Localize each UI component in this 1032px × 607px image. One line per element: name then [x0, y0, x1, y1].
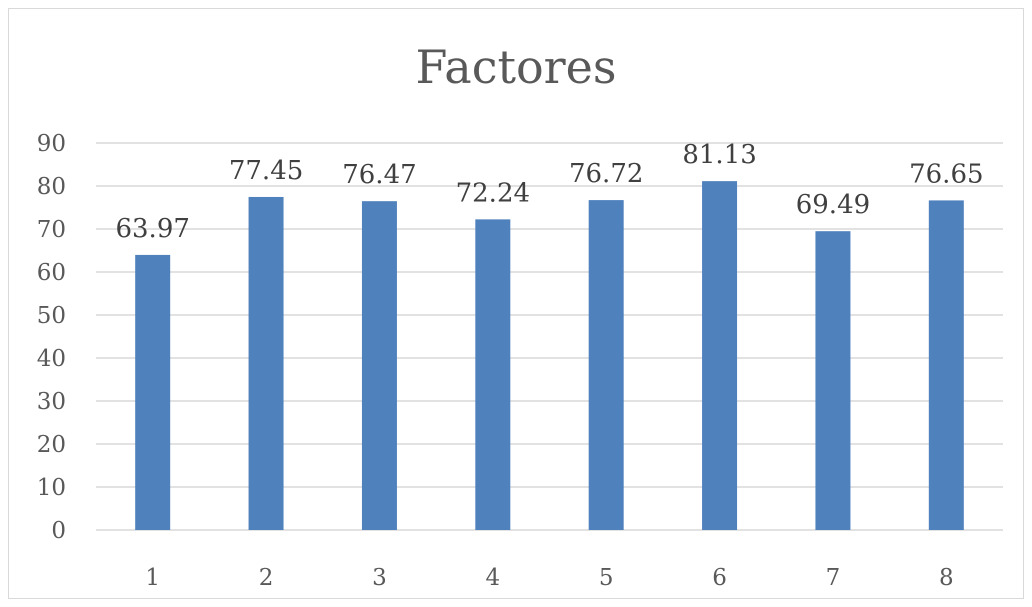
- bar: [702, 181, 738, 531]
- y-tick-label: 80: [37, 174, 66, 200]
- bar: [135, 254, 171, 530]
- bar: [588, 200, 624, 530]
- bar: [815, 231, 851, 530]
- y-tick-label: 40: [37, 346, 66, 372]
- x-tick-label: 7: [826, 565, 841, 591]
- x-axis-tick-labels: 1 2 3 4 5 6 7 8: [145, 565, 953, 591]
- y-tick-label: 50: [37, 303, 66, 329]
- y-tick-label: 20: [37, 432, 66, 458]
- data-label: 63.97: [115, 214, 189, 244]
- data-label: 76.47: [342, 160, 416, 190]
- data-label: 76.65: [909, 159, 983, 189]
- bar: [475, 219, 511, 531]
- data-label: 81.13: [682, 140, 756, 170]
- gridlines: [96, 142, 1003, 531]
- y-tick-label: 30: [37, 389, 66, 415]
- y-tick-label: 90: [37, 131, 66, 157]
- x-tick-label: 2: [259, 565, 274, 591]
- y-axis-tick-labels: 0 10 20 30 40 50 60 70 80 90: [37, 131, 66, 544]
- x-tick-label: 3: [372, 565, 387, 591]
- x-tick-label: 1: [145, 565, 160, 591]
- chart-title: Factores: [415, 40, 617, 94]
- y-tick-label: 70: [37, 217, 66, 243]
- bar: [928, 200, 964, 530]
- chart-frame: [8, 8, 1024, 599]
- bar: [361, 201, 397, 530]
- data-labels: 63.97 77.45 76.47 72.24 76.72 81.13 69.49 76.65: [115, 140, 983, 244]
- y-tick-label: 0: [51, 518, 66, 544]
- y-tick-label: 60: [37, 260, 66, 286]
- data-label: 77.45: [229, 156, 303, 186]
- data-label: 69.49: [796, 190, 870, 220]
- x-tick-label: 6: [712, 565, 727, 591]
- x-tick-label: 8: [939, 565, 954, 591]
- bar: [248, 196, 284, 530]
- y-tick-label: 10: [37, 475, 66, 501]
- data-label: 72.24: [456, 178, 530, 208]
- bars: [135, 181, 964, 531]
- x-tick-label: 5: [599, 565, 614, 591]
- data-label: 76.72: [569, 159, 643, 189]
- x-tick-label: 4: [485, 565, 500, 591]
